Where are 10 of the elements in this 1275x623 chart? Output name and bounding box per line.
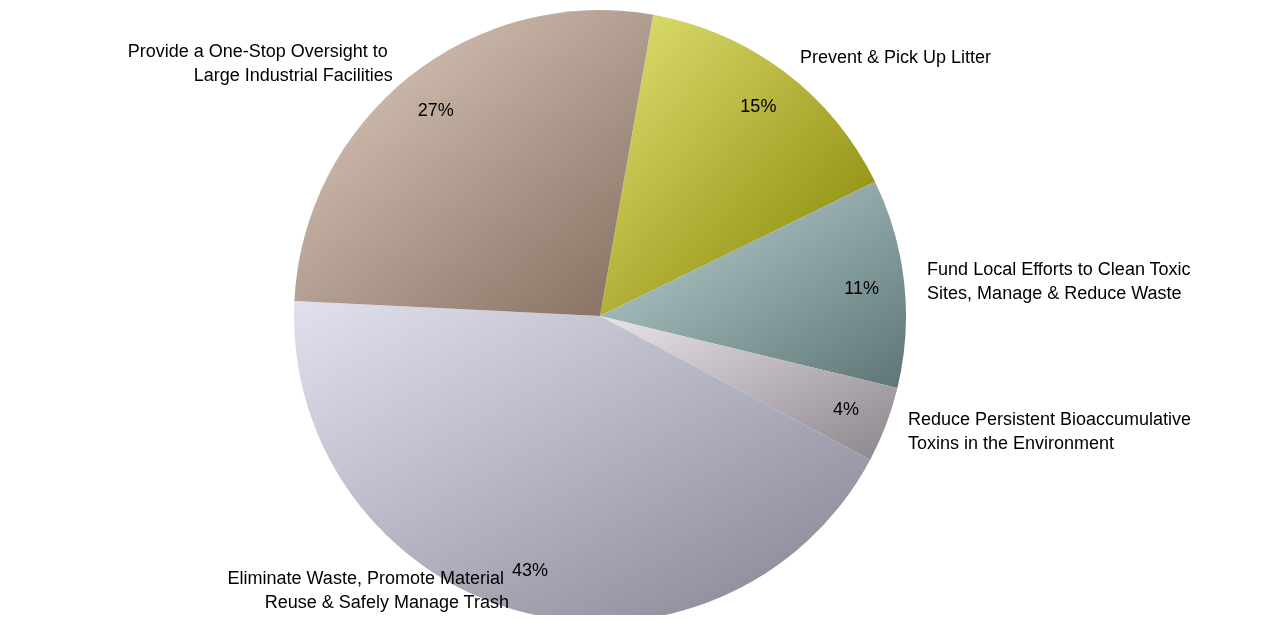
data-label: 15% <box>740 95 777 116</box>
slice-label: Provide a One-Stop Oversight to Large Industrial Facilities <box>127 40 393 85</box>
data-label: 4% <box>833 399 860 420</box>
slice-label: Eliminate Waste, Promote Material Reuse & Safely Manage Trash <box>227 568 509 612</box>
slice-label: Reduce Persistent Bioaccumulative Toxins in the Environment <box>907 409 1197 454</box>
slice-label: Fund Local Efforts to Clean Toxic Sites, Manage & Reduce Waste <box>927 259 1196 304</box>
slice-label: Prevent & Pick Up Litter <box>799 47 992 68</box>
data-label: 43% <box>512 559 549 580</box>
data-label: 11% <box>844 277 879 298</box>
data-label: 27% <box>417 100 454 121</box>
